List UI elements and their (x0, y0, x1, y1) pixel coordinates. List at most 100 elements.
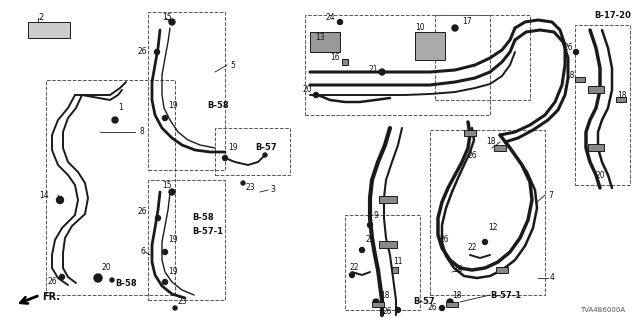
Text: 23: 23 (178, 298, 188, 307)
Circle shape (483, 239, 488, 244)
Text: 18: 18 (617, 91, 627, 100)
Bar (446, 302, 458, 307)
Text: 20: 20 (595, 171, 605, 180)
Bar (616, 97, 626, 102)
Bar (575, 77, 585, 82)
Circle shape (169, 189, 175, 195)
Text: 18: 18 (486, 138, 495, 147)
Bar (575, 25, 630, 185)
Text: 10: 10 (415, 23, 424, 33)
Text: B-17-20: B-17-20 (594, 11, 631, 20)
Circle shape (396, 308, 401, 313)
Text: 26: 26 (563, 44, 573, 52)
Text: 4: 4 (550, 274, 555, 283)
Circle shape (56, 196, 63, 204)
Text: 2: 2 (38, 13, 44, 22)
Text: 1: 1 (118, 103, 123, 113)
Bar (415, 32, 445, 60)
Text: 15: 15 (162, 180, 172, 189)
Circle shape (94, 274, 102, 282)
Text: 18: 18 (380, 291, 390, 300)
Bar (372, 302, 384, 307)
Bar (342, 59, 348, 65)
Text: 25: 25 (365, 236, 374, 244)
Text: 14: 14 (40, 190, 49, 199)
Circle shape (156, 215, 161, 220)
Bar (494, 145, 506, 151)
Bar (464, 130, 476, 136)
Text: TVA4B6000A: TVA4B6000A (580, 307, 625, 313)
Circle shape (360, 247, 365, 252)
Text: B-57-1: B-57-1 (192, 228, 223, 236)
Bar (496, 267, 508, 273)
Bar (305, 15, 490, 115)
Bar (148, 180, 225, 300)
Text: B-58: B-58 (207, 100, 228, 109)
Bar (310, 32, 340, 52)
Circle shape (110, 278, 114, 282)
Circle shape (452, 25, 458, 31)
Bar (430, 130, 545, 295)
Text: 22: 22 (350, 263, 360, 273)
Text: 18: 18 (452, 291, 461, 300)
Text: 7: 7 (548, 190, 553, 199)
Circle shape (573, 50, 579, 54)
Text: B-57-1: B-57-1 (490, 291, 521, 300)
Text: 5: 5 (230, 60, 235, 69)
Bar (345, 215, 420, 310)
Text: 23: 23 (246, 183, 255, 193)
Text: 6: 6 (140, 247, 145, 257)
Text: 18: 18 (453, 266, 463, 275)
Circle shape (60, 275, 65, 279)
Circle shape (173, 306, 177, 310)
Circle shape (379, 69, 385, 75)
Text: 3: 3 (270, 186, 275, 195)
Bar (28, 22, 70, 38)
Text: 26: 26 (138, 207, 147, 217)
Circle shape (337, 20, 342, 25)
Text: 18: 18 (566, 70, 575, 79)
Bar (46, 80, 175, 295)
Circle shape (447, 299, 453, 305)
Circle shape (112, 117, 118, 123)
Text: 22: 22 (468, 244, 477, 252)
Circle shape (349, 273, 355, 277)
Text: 8: 8 (140, 127, 145, 137)
Bar (379, 241, 397, 248)
Text: B-57: B-57 (413, 298, 435, 307)
Text: 11: 11 (393, 258, 403, 267)
Circle shape (154, 50, 159, 54)
Text: 26: 26 (440, 236, 450, 244)
Bar (148, 12, 225, 170)
Circle shape (163, 250, 168, 254)
Text: 12: 12 (488, 223, 497, 233)
Bar (215, 128, 290, 175)
Circle shape (373, 299, 379, 305)
Bar (588, 86, 604, 93)
Text: 13: 13 (315, 34, 324, 43)
Circle shape (367, 222, 372, 228)
Text: 19: 19 (168, 268, 178, 276)
Text: 26: 26 (138, 47, 147, 57)
Text: B-57: B-57 (255, 143, 276, 153)
Text: FR.: FR. (42, 292, 60, 302)
Circle shape (163, 279, 168, 284)
Text: 26: 26 (428, 303, 437, 313)
Text: 21: 21 (369, 66, 378, 75)
Text: 19: 19 (228, 143, 237, 153)
Circle shape (163, 116, 168, 121)
Circle shape (314, 92, 319, 98)
Text: 20: 20 (302, 85, 312, 94)
Text: 24: 24 (325, 13, 335, 22)
Circle shape (263, 153, 267, 157)
Text: 19: 19 (168, 236, 178, 244)
Text: 16: 16 (330, 53, 340, 62)
Text: 15: 15 (162, 13, 172, 22)
Text: 26: 26 (467, 150, 477, 159)
Circle shape (169, 19, 175, 25)
Circle shape (241, 181, 245, 185)
Text: 17: 17 (462, 18, 472, 27)
Text: 20: 20 (102, 263, 111, 273)
Text: B-58: B-58 (192, 213, 214, 222)
Bar (392, 267, 398, 273)
